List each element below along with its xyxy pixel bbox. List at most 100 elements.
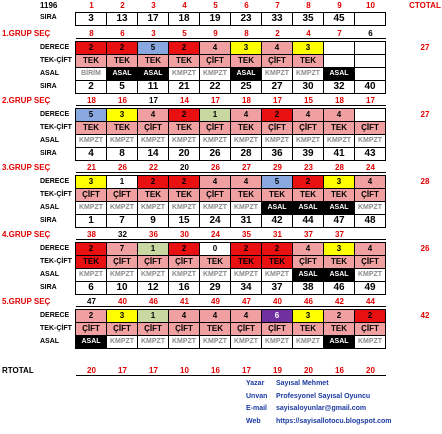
derece-cell[interactable]: 2 (292, 175, 324, 189)
asal-cell[interactable]: KMPZT (292, 134, 324, 148)
tekcift-cell[interactable]: ÇİFT (137, 322, 169, 336)
derece-cell[interactable]: 4 (230, 175, 262, 189)
asal-cell[interactable]: ASAL (75, 335, 107, 349)
derece-cell[interactable]: 2 (106, 41, 138, 55)
asal-cell[interactable]: KMPZT (137, 335, 169, 349)
asal-cell[interactable]: KMPZT (106, 268, 138, 282)
asal-cell[interactable]: KMPZT (261, 67, 293, 81)
select-number[interactable]: 16 (107, 96, 138, 106)
tekcift-cell[interactable]: ÇİFT (354, 322, 386, 336)
select-number[interactable]: 9 (200, 29, 231, 39)
asal-cell[interactable]: KMPZT (230, 268, 262, 282)
derece-cell[interactable]: 3 (106, 108, 138, 122)
tekcift-cell[interactable]: TEK (168, 188, 200, 202)
tekcift-cell[interactable]: TEK (292, 54, 324, 68)
derece-cell[interactable]: 2 (168, 242, 200, 256)
asal-cell[interactable]: KMPZT (106, 134, 138, 148)
select-number[interactable]: 18 (76, 96, 107, 106)
derece-cell[interactable]: 4 (199, 175, 231, 189)
tekcift-cell[interactable]: ÇİFT (261, 54, 293, 68)
tekcift-cell[interactable]: TEK (323, 121, 355, 135)
asal-cell[interactable]: KMPZT (292, 335, 324, 349)
select-number[interactable]: 26 (200, 163, 231, 173)
derece-cell[interactable]: 4 (199, 41, 231, 55)
derece-cell[interactable]: 2 (137, 175, 169, 189)
derece-cell[interactable]: 2 (323, 309, 355, 323)
group-select-row[interactable]: 38 32 36 30 24 35 31 37 37 (76, 230, 386, 240)
select-number[interactable]: 17 (262, 96, 293, 106)
derece-cell[interactable]: 2 (75, 309, 107, 323)
asal-cell[interactable]: ASAL (323, 201, 355, 215)
tekcift-cell[interactable]: TEK (106, 121, 138, 135)
asal-cell[interactable]: KMPZT (354, 134, 386, 148)
tekcift-cell[interactable]: ÇİFT (230, 322, 262, 336)
tekcift-cell[interactable]: ÇİFT (137, 121, 169, 135)
tekcift-cell[interactable]: TEK (137, 188, 169, 202)
derece-cell[interactable] (354, 41, 386, 55)
select-number[interactable]: 35 (231, 230, 262, 240)
asal-cell[interactable]: KMPZT (168, 67, 200, 81)
tekcift-cell[interactable]: TEK (261, 188, 293, 202)
asal-cell[interactable]: KMPZT (75, 201, 107, 215)
derece-cell[interactable]: 4 (168, 309, 200, 323)
asal-cell[interactable]: ASAL (230, 67, 262, 81)
tekcift-cell[interactable]: TEK (323, 255, 355, 269)
derece-cell[interactable]: 4 (230, 309, 262, 323)
tekcift-cell[interactable]: TEK (137, 54, 169, 68)
select-number[interactable]: 17 (355, 96, 386, 106)
tekcift-cell[interactable]: ÇİFT (75, 188, 107, 202)
derece-cell[interactable]: 5 (137, 41, 169, 55)
asal-cell[interactable]: KMPZT (168, 134, 200, 148)
asal-cell[interactable]: ASAL (323, 335, 355, 349)
select-number[interactable]: 17 (200, 96, 231, 106)
select-number[interactable]: 14 (169, 96, 200, 106)
tekcift-cell[interactable]: ÇİFT (199, 54, 231, 68)
select-number[interactable]: 21 (76, 163, 107, 173)
derece-cell[interactable]: 2 (168, 41, 200, 55)
select-number[interactable]: 49 (200, 297, 231, 307)
derece-cell[interactable]: 2 (168, 108, 200, 122)
asal-cell[interactable]: KMPZT (168, 201, 200, 215)
derece-cell[interactable]: 4 (354, 242, 386, 256)
select-number[interactable]: 29 (262, 163, 293, 173)
asal-cell[interactable]: KMPZT (199, 201, 231, 215)
tekcift-cell[interactable]: ÇİFT (199, 121, 231, 135)
select-number[interactable]: 24 (355, 163, 386, 173)
asal-cell[interactable]: KMPZT (354, 335, 386, 349)
asal-cell[interactable]: KMPZT (323, 134, 355, 148)
derece-cell[interactable]: 4 (199, 309, 231, 323)
select-number[interactable]: 4 (293, 29, 324, 39)
asal-cell[interactable]: KMPZT (199, 268, 231, 282)
derece-cell[interactable]: 3 (106, 309, 138, 323)
derece-cell[interactable]: 3 (292, 41, 324, 55)
derece-cell[interactable]: 2 (75, 41, 107, 55)
select-number[interactable]: 38 (76, 230, 107, 240)
tekcift-cell[interactable]: ÇİFT (292, 121, 324, 135)
select-number[interactable]: 41 (169, 297, 200, 307)
asal-cell[interactable]: KMPZT (199, 67, 231, 81)
asal-cell[interactable]: KMPZT (261, 335, 293, 349)
tekcift-cell[interactable]: TEK (199, 322, 231, 336)
asal-cell[interactable]: KMPZT (137, 201, 169, 215)
select-number[interactable]: 30 (169, 230, 200, 240)
select-number[interactable]: 40 (262, 297, 293, 307)
select-number[interactable]: 27 (231, 163, 262, 173)
select-number[interactable]: 8 (76, 29, 107, 39)
select-number[interactable]: 26 (107, 163, 138, 173)
derece-cell[interactable]: 4 (230, 108, 262, 122)
derece-cell[interactable] (354, 108, 386, 122)
tekcift-cell[interactable]: TEK (230, 121, 262, 135)
derece-cell[interactable]: 2 (261, 108, 293, 122)
derece-cell[interactable]: 2 (354, 309, 386, 323)
tekcift-cell[interactable]: ÇİFT (292, 255, 324, 269)
asal-cell[interactable]: BİRİM (75, 67, 107, 81)
select-number[interactable]: 2 (262, 29, 293, 39)
tekcift-cell[interactable] (354, 54, 386, 68)
email-value[interactable]: sayisaloyunlar@gmail.com (276, 405, 367, 412)
asal-cell[interactable]: KMPZT (106, 201, 138, 215)
tekcift-cell[interactable]: TEK (75, 255, 107, 269)
select-number[interactable]: 23 (293, 163, 324, 173)
derece-cell[interactable]: 3 (292, 309, 324, 323)
select-number[interactable]: 8 (231, 29, 262, 39)
